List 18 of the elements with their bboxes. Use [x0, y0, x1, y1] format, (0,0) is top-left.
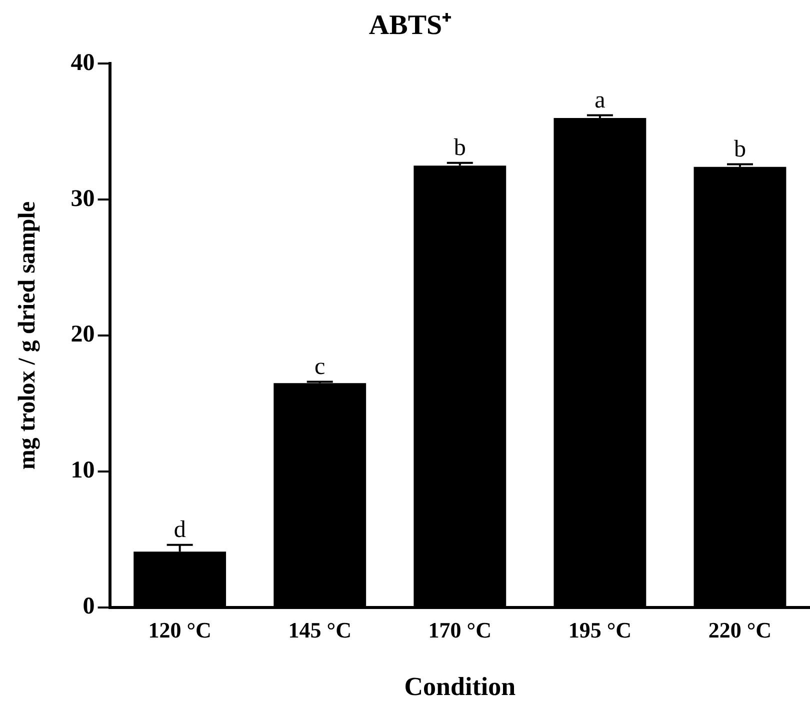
- annotation: c: [314, 354, 326, 380]
- x-tick-label: 195 °C: [568, 617, 632, 642]
- annotation: d: [174, 517, 186, 544]
- y-axis-title: mg trolox / g dried sample: [14, 201, 41, 470]
- x-tick-label: 145 °C: [288, 617, 352, 642]
- annotation: b: [454, 135, 466, 162]
- x-tick-label: 120 °C: [148, 617, 212, 642]
- x-tick-label: 220 °C: [708, 617, 772, 642]
- y-tick-label: 40: [70, 50, 95, 76]
- annotation: a: [594, 88, 606, 114]
- y-tick-label: 20: [70, 322, 95, 348]
- chart-title: ABTS⁺: [368, 10, 452, 42]
- y-tick-label: 10: [70, 458, 95, 484]
- x-tick-label: 170 °C: [428, 617, 492, 642]
- x-axis-title: Condition: [404, 672, 516, 702]
- y-tick-label: 0: [82, 594, 95, 620]
- annotation: b: [734, 136, 746, 162]
- y-tick-label: 30: [70, 186, 95, 212]
